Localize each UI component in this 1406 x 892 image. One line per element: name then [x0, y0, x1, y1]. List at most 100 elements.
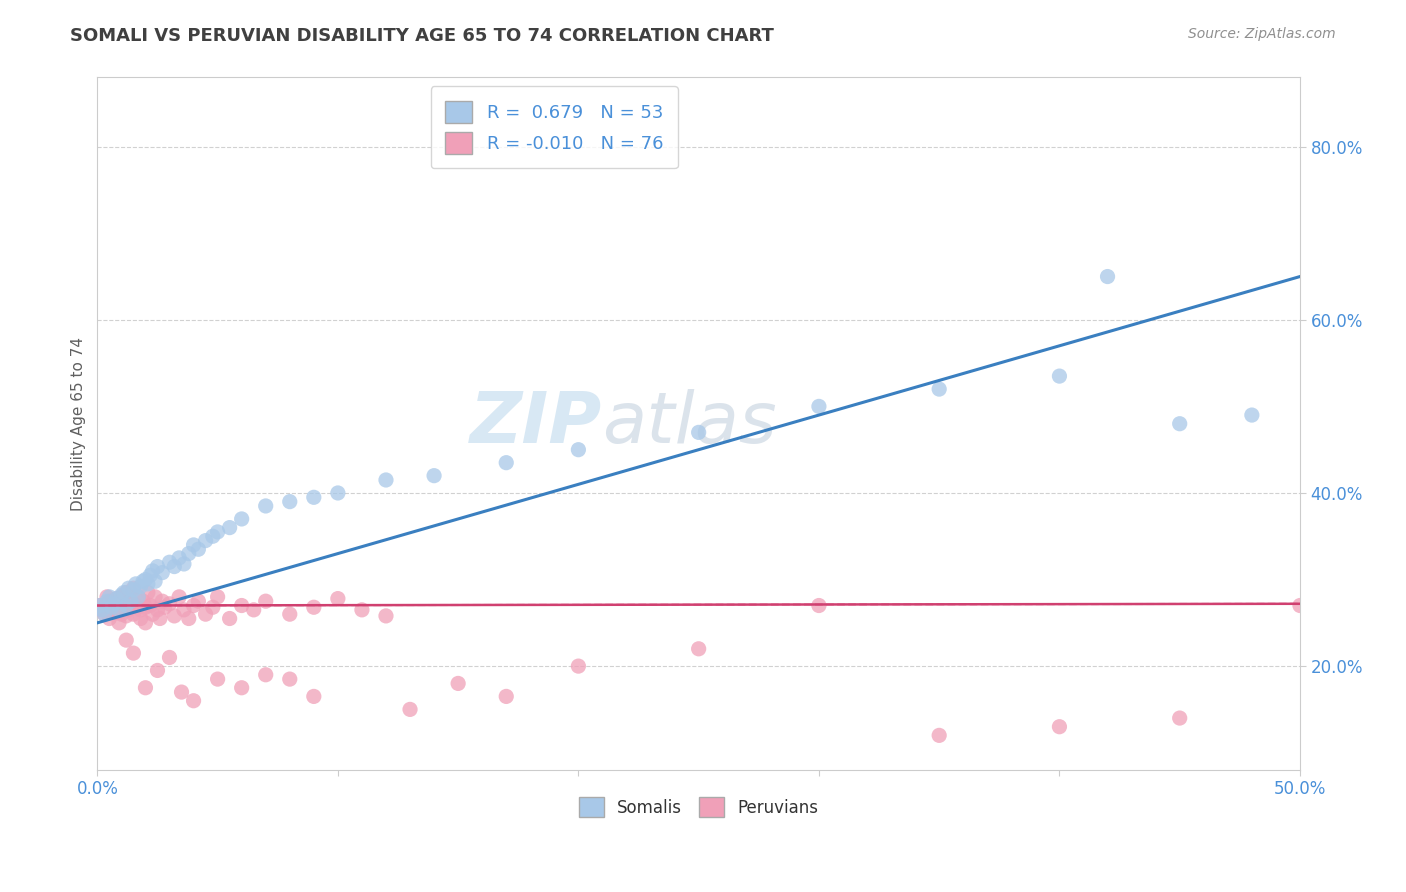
Point — [254, 594, 277, 608]
Point — [1240, 408, 1263, 422]
Point — [143, 590, 166, 604]
Point — [129, 611, 152, 625]
Point — [183, 599, 205, 613]
Point — [375, 608, 398, 623]
Point — [928, 382, 950, 396]
Point — [101, 600, 124, 615]
Point — [326, 486, 349, 500]
Point — [423, 468, 446, 483]
Text: Source: ZipAtlas.com: Source: ZipAtlas.com — [1188, 27, 1336, 41]
Point — [127, 590, 149, 604]
Point — [495, 456, 517, 470]
Point — [125, 577, 148, 591]
Point — [807, 599, 830, 613]
Point — [688, 641, 710, 656]
Point — [142, 564, 165, 578]
Point — [120, 594, 142, 608]
Text: SOMALI VS PERUVIAN DISABILITY AGE 65 TO 74 CORRELATION CHART: SOMALI VS PERUVIAN DISABILITY AGE 65 TO … — [70, 27, 775, 45]
Point — [183, 538, 205, 552]
Point — [567, 442, 589, 457]
Point — [177, 611, 200, 625]
Point — [495, 690, 517, 704]
Point — [167, 550, 190, 565]
Point — [170, 685, 193, 699]
Point — [132, 574, 155, 589]
Point — [110, 590, 132, 604]
Point — [143, 574, 166, 589]
Point — [278, 494, 301, 508]
Point — [101, 600, 124, 615]
Point — [447, 676, 470, 690]
Point — [117, 603, 139, 617]
Point — [146, 603, 169, 617]
Point — [187, 542, 209, 557]
Point — [91, 603, 114, 617]
Point — [207, 590, 229, 604]
Point — [399, 702, 422, 716]
Point — [254, 499, 277, 513]
Point — [278, 672, 301, 686]
Point — [1097, 269, 1119, 284]
Point — [302, 690, 325, 704]
Point — [105, 591, 128, 606]
Point — [167, 590, 190, 604]
Point — [350, 603, 373, 617]
Point — [112, 585, 135, 599]
Point — [1049, 369, 1071, 384]
Point — [129, 603, 152, 617]
Point — [254, 667, 277, 681]
Point — [120, 594, 142, 608]
Point — [173, 603, 195, 617]
Point — [98, 594, 121, 608]
Point — [146, 664, 169, 678]
Point — [1289, 599, 1312, 613]
Point — [115, 608, 138, 623]
Point — [163, 608, 186, 623]
Point — [567, 659, 589, 673]
Point — [302, 491, 325, 505]
Point — [122, 646, 145, 660]
Point — [122, 582, 145, 597]
Point — [122, 607, 145, 622]
Point — [115, 633, 138, 648]
Point — [103, 597, 125, 611]
Point — [132, 594, 155, 608]
Point — [105, 591, 128, 606]
Point — [136, 577, 159, 591]
Point — [127, 590, 149, 604]
Point — [194, 533, 217, 548]
Point — [139, 599, 162, 613]
Point — [201, 529, 224, 543]
Point — [150, 594, 173, 608]
Point — [149, 611, 172, 625]
Legend: Somalis, Peruvians: Somalis, Peruvians — [572, 790, 825, 824]
Point — [91, 603, 114, 617]
Point — [129, 579, 152, 593]
Point — [207, 672, 229, 686]
Point — [125, 599, 148, 613]
Text: atlas: atlas — [602, 389, 778, 458]
Point — [142, 607, 165, 622]
Point — [134, 600, 156, 615]
Point — [1168, 711, 1191, 725]
Point — [115, 599, 138, 613]
Point — [218, 520, 240, 534]
Point — [134, 573, 156, 587]
Point — [187, 594, 209, 608]
Point — [136, 585, 159, 599]
Point — [108, 615, 131, 630]
Point — [134, 681, 156, 695]
Point — [231, 512, 253, 526]
Point — [326, 591, 349, 606]
Point — [194, 607, 217, 622]
Point — [103, 597, 125, 611]
Point — [122, 581, 145, 595]
Point — [1049, 720, 1071, 734]
Point — [242, 603, 264, 617]
Point — [98, 590, 121, 604]
Point — [173, 557, 195, 571]
Point — [89, 599, 111, 613]
Point — [159, 597, 181, 611]
Point — [89, 599, 111, 613]
Point — [183, 694, 205, 708]
